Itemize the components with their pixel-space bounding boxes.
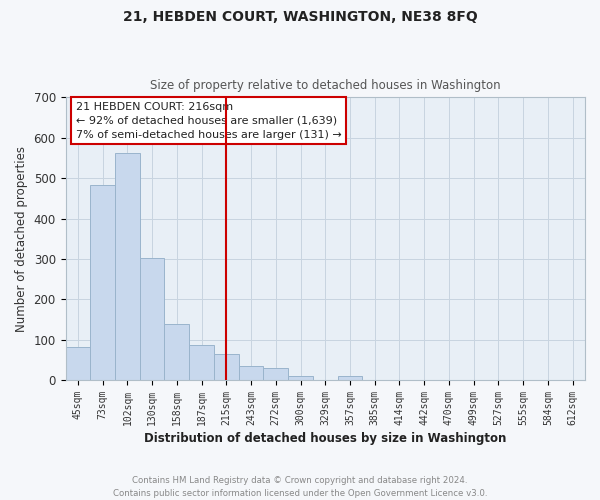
Bar	[65, 347, 90, 380]
Bar	[214, 354, 239, 380]
Bar	[189, 345, 214, 380]
Bar	[288, 376, 313, 380]
Text: 21 HEBDEN COURT: 216sqm
← 92% of detached houses are smaller (1,639)
7% of semi-: 21 HEBDEN COURT: 216sqm ← 92% of detache…	[76, 102, 341, 140]
Bar	[90, 184, 115, 380]
Title: Size of property relative to detached houses in Washington: Size of property relative to detached ho…	[150, 79, 500, 92]
X-axis label: Distribution of detached houses by size in Washington: Distribution of detached houses by size …	[144, 432, 506, 445]
Bar	[263, 368, 288, 380]
Bar	[164, 324, 189, 380]
Text: Contains HM Land Registry data © Crown copyright and database right 2024.
Contai: Contains HM Land Registry data © Crown c…	[113, 476, 487, 498]
Bar	[338, 376, 362, 380]
Bar	[115, 152, 140, 380]
Y-axis label: Number of detached properties: Number of detached properties	[15, 146, 28, 332]
Bar	[140, 258, 164, 380]
Text: 21, HEBDEN COURT, WASHINGTON, NE38 8FQ: 21, HEBDEN COURT, WASHINGTON, NE38 8FQ	[122, 10, 478, 24]
Bar	[239, 366, 263, 380]
